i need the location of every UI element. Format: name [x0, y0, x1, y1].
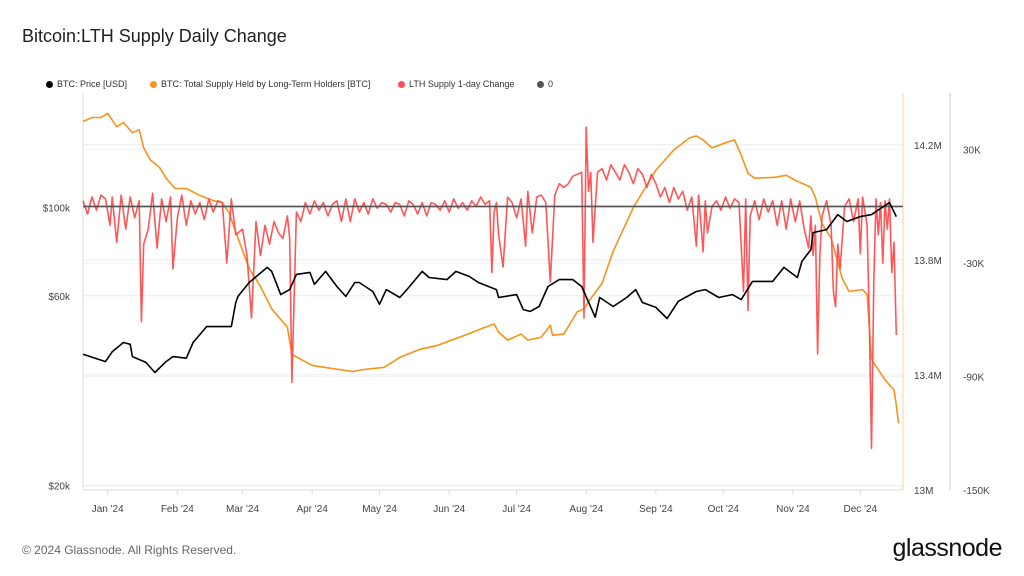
x-tick-label: Nov '24 — [776, 504, 810, 515]
price-tick-label: $20k — [48, 482, 71, 493]
change-tick-label: -150K — [963, 486, 990, 497]
series-line-lth-change — [82, 126, 898, 450]
legend-dot-zero — [537, 80, 544, 88]
supply-tick-label: 13.8M — [914, 256, 942, 267]
legend-label-change: LTH Supply 1-day Change — [409, 79, 515, 89]
legend-item-price[interactable]: BTC: Price [USD] — [46, 79, 127, 89]
legend-dot-supply — [150, 80, 157, 88]
legend-dot-change — [398, 80, 405, 88]
legend-label-price: BTC: Price [USD] — [57, 79, 128, 89]
legend-item-change[interactable]: LTH Supply 1-day Change — [398, 79, 514, 89]
x-tick-label: Jun '24 — [433, 504, 465, 515]
supply-tick-label: 13.4M — [914, 371, 942, 382]
x-tick-label: Jul '24 — [502, 504, 531, 515]
supply-tick-label: 13M — [914, 486, 933, 497]
x-tick-label: Jan '24 — [92, 504, 124, 515]
change-tick-label: -30K — [963, 259, 984, 270]
x-tick-label: Mar '24 — [226, 504, 259, 515]
series-line-supply — [82, 112, 900, 424]
copyright-footer: © 2024 Glassnode. All Rights Reserved. — [22, 543, 237, 557]
chart-title: Bitcoin:LTH Supply Daily Change — [22, 26, 287, 46]
x-tick-label: Apr '24 — [296, 504, 328, 515]
change-tick-label: -90K — [963, 373, 984, 384]
x-tick-label: Dec '24 — [844, 504, 878, 515]
legend-item-supply[interactable]: BTC: Total Supply Held by Long-Term Hold… — [150, 79, 370, 89]
x-tick-label: Sep '24 — [639, 504, 673, 515]
price-tick-label: $100k — [43, 204, 71, 215]
legend-dot-price — [46, 80, 53, 88]
legend-label-supply: BTC: Total Supply Held by Long-Term Hold… — [161, 79, 371, 89]
supply-tick-label: 14.2M — [914, 141, 942, 152]
legend-item-zero[interactable]: 0 — [537, 79, 553, 89]
series-line-price — [82, 201, 898, 374]
legend-label-zero: 0 — [548, 79, 554, 89]
x-tick-label: Aug '24 — [569, 504, 603, 515]
x-tick-label: Feb '24 — [161, 504, 194, 515]
change-tick-label: 30K — [963, 146, 981, 157]
x-tick-label: Oct '24 — [708, 504, 740, 515]
price-tick-label: $60k — [48, 292, 71, 303]
glassnode-logo: glassnode — [892, 534, 1003, 562]
x-tick-label: May '24 — [362, 504, 397, 515]
